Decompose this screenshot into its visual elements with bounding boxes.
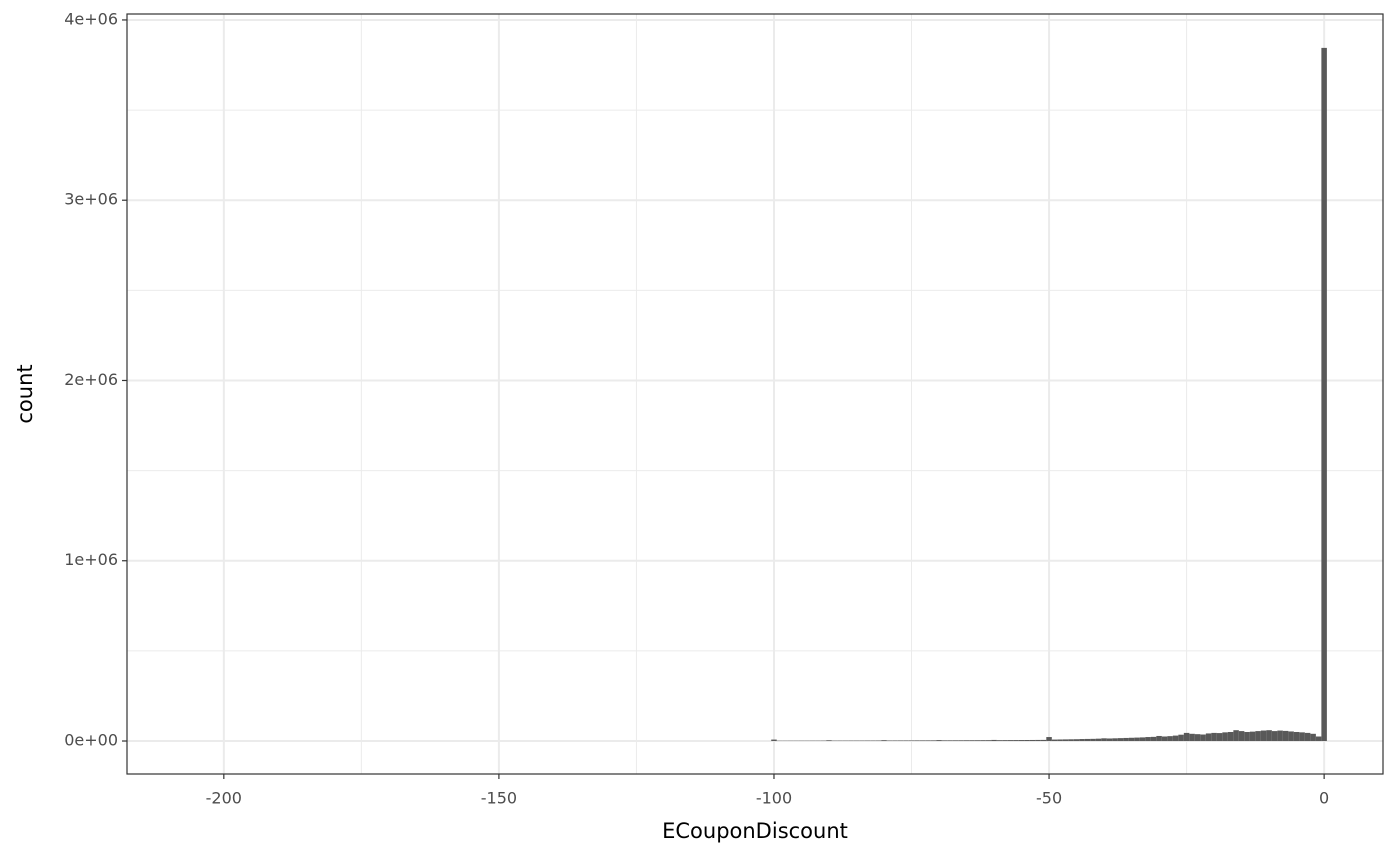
bar (947, 740, 953, 742)
bar (1249, 731, 1256, 742)
bar (958, 740, 964, 742)
bar (919, 740, 926, 742)
bars (771, 47, 1327, 742)
bar (980, 740, 986, 742)
bar (930, 740, 937, 742)
bar (1150, 736, 1157, 742)
bar (1282, 730, 1289, 742)
bar (974, 740, 981, 742)
x-tick-label: -200 (206, 789, 242, 808)
y-tick-label: 0e+00 (64, 731, 118, 750)
bar (1244, 731, 1250, 742)
bar (771, 739, 777, 742)
bar (914, 740, 920, 742)
bar (1057, 739, 1063, 742)
bar (1238, 731, 1245, 742)
x-tick-label: 0 (1319, 789, 1329, 808)
bar (1172, 735, 1179, 742)
bar (1084, 738, 1091, 742)
bar (1156, 735, 1162, 742)
bar (1194, 734, 1201, 742)
bar (985, 740, 992, 742)
bar (1277, 730, 1283, 742)
x-tick-label: -150 (481, 789, 517, 808)
bar (1101, 738, 1107, 742)
bar (1271, 731, 1278, 742)
bar (1068, 739, 1074, 742)
y-tick-label: 1e+06 (64, 550, 118, 569)
bar (1123, 737, 1129, 742)
bar (996, 740, 1003, 742)
bar (897, 740, 904, 742)
bar (941, 740, 948, 742)
bar (1260, 730, 1267, 742)
bar (952, 740, 959, 742)
y-tick-label: 2e+06 (64, 370, 118, 389)
bar (1079, 739, 1085, 742)
x-tick-label: -100 (756, 789, 792, 808)
bar (1255, 731, 1261, 742)
bar (1321, 47, 1327, 742)
bar (1227, 731, 1234, 742)
bar (1007, 740, 1014, 742)
bar (1128, 737, 1135, 742)
bar (1024, 740, 1030, 742)
bar (826, 740, 832, 742)
bar (1266, 730, 1272, 742)
bar (1178, 734, 1184, 742)
bar (1112, 738, 1118, 742)
bar (1205, 733, 1212, 742)
y-axis-title: count (13, 364, 37, 423)
axes: -200 -150 -100 -50 0 0e+00 1e+06 2e+06 3e+06 4e+0… (64, 9, 1329, 807)
bar (925, 740, 931, 742)
bar (1013, 740, 1019, 742)
bar (1106, 738, 1113, 742)
bar (1046, 737, 1052, 742)
bar (963, 740, 970, 742)
bar (1189, 733, 1195, 742)
bar (991, 739, 997, 742)
bar (903, 740, 909, 742)
bar (1288, 731, 1294, 742)
bar (1090, 738, 1096, 742)
bar (1161, 736, 1168, 742)
bar (1018, 740, 1025, 742)
y-tick-label: 4e+06 (64, 9, 118, 28)
bar (1233, 730, 1239, 742)
bar (1095, 738, 1102, 742)
bar (1134, 737, 1140, 742)
bar (1200, 734, 1206, 742)
bar (908, 740, 915, 742)
panel-border (126, 13, 1384, 775)
bar (1310, 733, 1316, 742)
bar (1315, 736, 1322, 742)
bar (1222, 732, 1228, 742)
grid (127, 14, 1383, 774)
bar (1062, 739, 1069, 742)
bar (969, 740, 975, 742)
bar (1293, 731, 1300, 742)
bar (1211, 732, 1217, 742)
x-axis-title: ECouponDiscount (662, 819, 848, 843)
x-tick-label: -50 (1036, 789, 1062, 808)
y-tick-label: 3e+06 (64, 190, 118, 209)
bar (936, 740, 942, 742)
bar (1216, 733, 1223, 742)
bar (1183, 732, 1190, 742)
bar (1304, 732, 1311, 742)
bar (1145, 737, 1151, 742)
bar (1051, 739, 1058, 742)
bar (881, 740, 887, 742)
bar (1299, 732, 1305, 742)
bar (1167, 736, 1173, 742)
bar (1117, 738, 1124, 742)
bar (1139, 737, 1146, 742)
bar (1040, 739, 1047, 742)
bar (1029, 739, 1036, 742)
bar (1073, 739, 1080, 742)
bar (1035, 739, 1041, 742)
bar (1002, 740, 1008, 742)
